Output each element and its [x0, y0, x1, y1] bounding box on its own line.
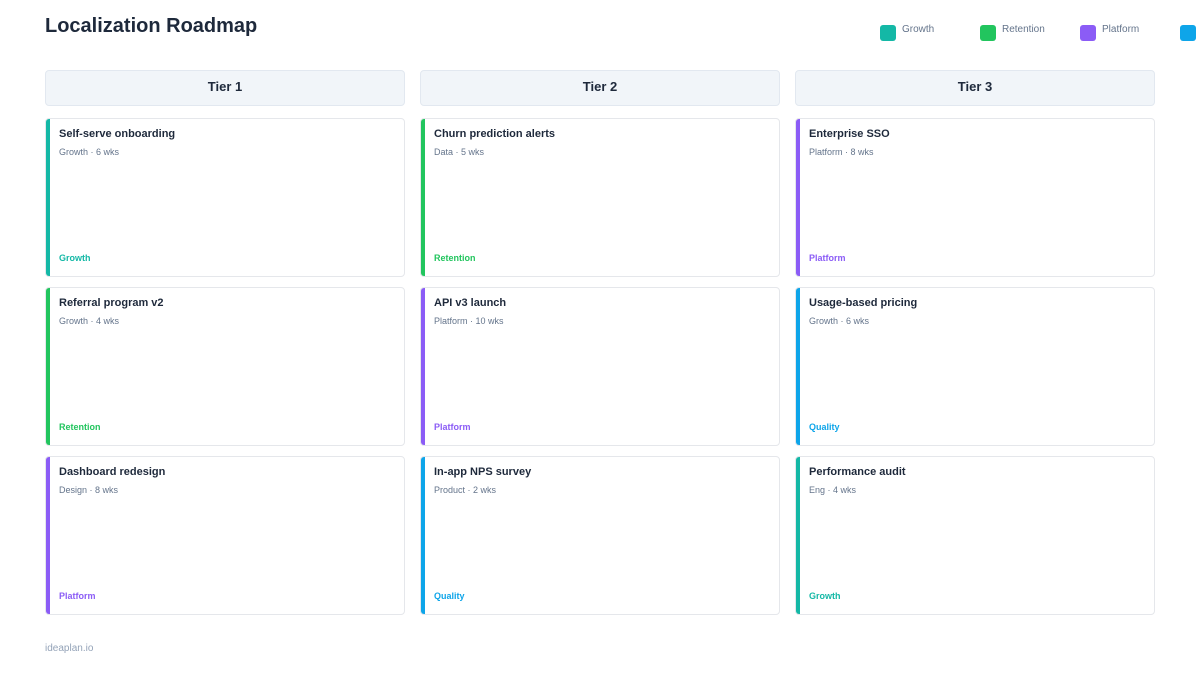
page-title: Localization Roadmap [45, 15, 258, 37]
roadmap-card: In-app NPS survey Product · 2 wks Quality [420, 456, 780, 615]
card-tag: Quality [809, 422, 840, 432]
card-meta: Platform · 8 wks [809, 147, 874, 157]
card-tag: Platform [59, 591, 96, 601]
roadmap-card: Referral program v2 Growth · 4 wks Retenti… [45, 287, 405, 446]
legend-label: Growth [902, 24, 935, 35]
card-accent [421, 288, 425, 445]
card-meta: Product · 2 wks [434, 485, 497, 495]
card-meta: Eng · 4 wks [809, 485, 857, 495]
card-title: Performance audit [809, 466, 906, 478]
card-title: Churn prediction alerts [434, 128, 556, 140]
card-meta: Platform · 10 wks [434, 316, 504, 326]
card-title: Dashboard redesign [59, 466, 166, 478]
legend-swatch [1080, 25, 1096, 41]
card-meta: Design · 8 wks [59, 485, 119, 495]
card-title: Self-serve onboarding [59, 128, 176, 140]
roadmap-card: Churn prediction alerts Data · 5 wks Reten… [420, 118, 780, 277]
roadmap-card: Usage-based pricing Growth · 6 wks Quality [795, 287, 1155, 446]
card-title: Usage-based pricing [809, 297, 918, 309]
card-tag: Retention [434, 253, 476, 263]
legend-label: Platform [1102, 24, 1140, 35]
legend-swatch [880, 25, 896, 41]
card-title: In-app NPS survey [434, 466, 532, 478]
card-accent [796, 457, 800, 614]
card-accent [421, 119, 425, 276]
card-meta: Growth · 4 wks [59, 316, 120, 326]
column-header: Tier 2 [420, 70, 780, 106]
card-title: API v3 launch [434, 297, 507, 309]
card-tag: Platform [809, 253, 846, 263]
card-accent [46, 457, 50, 614]
legend-swatch [980, 25, 996, 41]
card-accent [46, 288, 50, 445]
card-tag: Quality [434, 591, 465, 601]
roadmap-card: API v3 launch Platform · 10 wks Platform [420, 287, 780, 446]
card-meta: Growth · 6 wks [59, 147, 120, 157]
card-title: Enterprise SSO [809, 128, 890, 140]
column-header: Tier 1 [45, 70, 405, 106]
card-meta: Growth · 6 wks [809, 316, 870, 326]
card-tag: Retention [59, 422, 101, 432]
legend-label: Retention [1002, 24, 1045, 35]
footer: ideaplan.io [45, 643, 94, 654]
roadmap-card: Self-serve onboarding Growth · 6 wks Growt… [45, 118, 405, 277]
card-tag: Growth [809, 591, 841, 601]
card-accent [46, 119, 50, 276]
legend-swatch [1180, 25, 1196, 41]
column-header: Tier 3 [795, 70, 1155, 106]
roadmap-card: Enterprise SSO Platform · 8 wks Platform [795, 118, 1155, 277]
card-tag: Growth [59, 253, 91, 263]
card-accent [796, 119, 800, 276]
card-meta: Data · 5 wks [434, 147, 485, 157]
card-title: Referral program v2 [59, 297, 164, 309]
card-tag: Platform [434, 422, 471, 432]
card-accent [796, 288, 800, 445]
card-accent [421, 457, 425, 614]
roadmap-card: Performance audit Eng · 4 wks Growth [795, 456, 1155, 615]
roadmap-card: Dashboard redesign Design · 8 wks Platform [45, 456, 405, 615]
